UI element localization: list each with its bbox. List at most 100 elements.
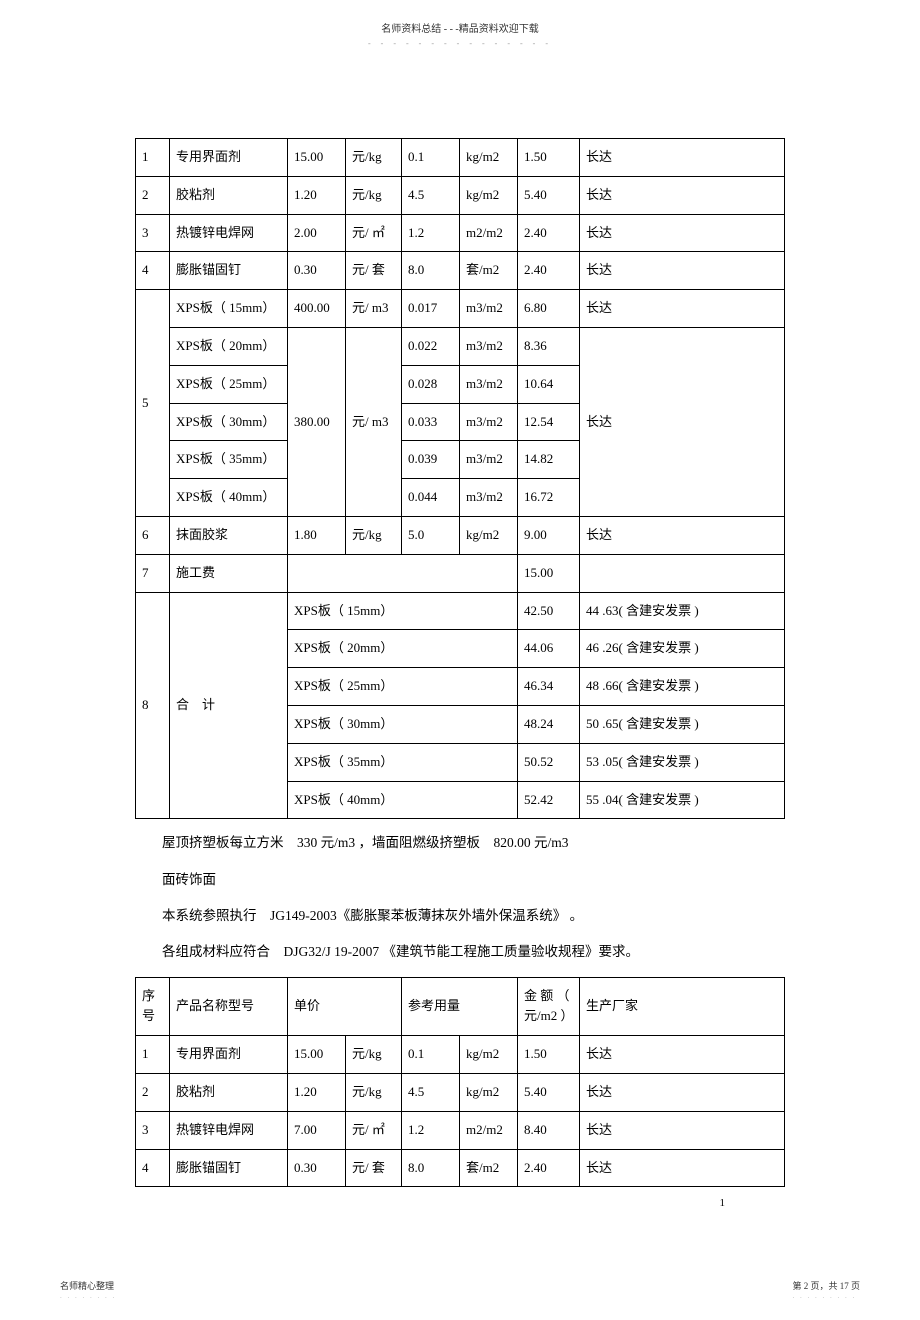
table-cell: 1 xyxy=(136,1036,170,1074)
table-cell: 生产厂家 xyxy=(580,977,785,1036)
table-cell: 热镀锌电焊网 xyxy=(170,214,288,252)
table-cell: 长达 xyxy=(580,214,785,252)
table-cell: 8.0 xyxy=(402,1149,460,1187)
table-cell: 长达 xyxy=(580,1036,785,1074)
table-cell: m3/m2 xyxy=(460,327,518,365)
table-cell: 8.40 xyxy=(518,1111,580,1149)
materials-table-2: 序号产品名称型号单价参考用量金 额 （ 元/m2 ）生产厂家1专用界面剂15.0… xyxy=(135,977,785,1188)
table-cell: m3/m2 xyxy=(460,441,518,479)
table-cell: 长达 xyxy=(580,1149,785,1187)
table-cell: m2/m2 xyxy=(460,1111,518,1149)
table-cell: XPS板（ 25mm） xyxy=(288,668,518,706)
table-row: 5XPS板（ 15mm）400.00元/ m30.017m3/m26.80长达 xyxy=(136,290,785,328)
table-cell: 1.50 xyxy=(518,139,580,177)
table-cell: XPS板（ 15mm） xyxy=(288,592,518,630)
table-cell: 长达 xyxy=(580,1073,785,1111)
footer-left-dots: . . . . . . . . xyxy=(60,1292,116,1300)
table-cell: 5 xyxy=(136,290,170,517)
table-cell: 15.00 xyxy=(288,139,346,177)
table-cell: 膨胀锚固钉 xyxy=(170,1149,288,1187)
table-cell: 抹面胶浆 xyxy=(170,516,288,554)
table-cell: 长达 xyxy=(580,176,785,214)
table-cell: 44.06 xyxy=(518,630,580,668)
table-cell: 胶粘剂 xyxy=(170,176,288,214)
table-cell: 6.80 xyxy=(518,290,580,328)
table-cell: XPS板（ 40mm） xyxy=(288,781,518,819)
table-cell: 1.20 xyxy=(288,176,346,214)
table-row: 3热镀锌电焊网7.00元/ ㎡1.2m2/m28.40长达 xyxy=(136,1111,785,1149)
table-cell: m3/m2 xyxy=(460,290,518,328)
table-row: 序号产品名称型号单价参考用量金 额 （ 元/m2 ）生产厂家 xyxy=(136,977,785,1036)
table-cell: 55 .04( 含建安发票 ) xyxy=(580,781,785,819)
table-cell: 套/m2 xyxy=(460,252,518,290)
page-header: 名师资料总结 - - -精品资料欢迎下载 xyxy=(0,20,920,35)
table-cell: 15.00 xyxy=(288,1036,346,1074)
table-cell: 胶粘剂 xyxy=(170,1073,288,1111)
table-cell: 2.00 xyxy=(288,214,346,252)
table-cell: 400.00 xyxy=(288,290,346,328)
table-row: 8合 计XPS板（ 15mm）42.5044 .63( 含建安发票 ) xyxy=(136,592,785,630)
table-cell: 元/ ㎡ xyxy=(346,1111,402,1149)
paragraph: 面砖饰面 xyxy=(135,868,785,892)
footer-right-dots: . . . . . . . . . xyxy=(792,1292,860,1300)
table-cell: 元/ 套 xyxy=(346,252,402,290)
page-footer: 名师精心整理 . . . . . . . . 第 2 页，共 17 页 . . … xyxy=(0,1279,920,1300)
table-cell: 单价 xyxy=(288,977,402,1036)
table-cell: 4 xyxy=(136,1149,170,1187)
table-cell: 8 xyxy=(136,592,170,819)
table-cell: 16.72 xyxy=(518,479,580,517)
table-cell: 10.64 xyxy=(518,365,580,403)
table-row: 2胶粘剂1.20元/kg4.5kg/m25.40长达 xyxy=(136,1073,785,1111)
paragraph: 屋顶挤塑板每立方米 330 元/m3 ，墙面阻燃级挤塑板 820.00 元/m3 xyxy=(135,831,785,855)
table-cell: 1.2 xyxy=(402,214,460,252)
footer-right: 第 2 页，共 17 页 xyxy=(792,1279,860,1292)
table-cell: 产品名称型号 xyxy=(170,977,288,1036)
table-cell: 48.24 xyxy=(518,705,580,743)
table-cell: 2.40 xyxy=(518,1149,580,1187)
table-cell: 380.00 xyxy=(288,327,346,516)
table-cell: 元/ m3 xyxy=(346,290,402,328)
table-cell: 长达 xyxy=(580,516,785,554)
table-cell: 7.00 xyxy=(288,1111,346,1149)
table-cell: 46 .26( 含建安发票 ) xyxy=(580,630,785,668)
table-cell: 0.033 xyxy=(402,403,460,441)
inner-page-number: 1 xyxy=(135,1197,785,1209)
table-cell: 0.017 xyxy=(402,290,460,328)
table-cell: 3 xyxy=(136,214,170,252)
table-cell: kg/m2 xyxy=(460,516,518,554)
table-cell: 专用界面剂 xyxy=(170,139,288,177)
table-cell: 0.30 xyxy=(288,1149,346,1187)
table-cell: 50.52 xyxy=(518,743,580,781)
table-cell: 元/ m3 xyxy=(346,327,402,516)
paragraph: 本系统参照执行 JG149-2003《膨胀聚苯板薄抹灰外墙外保温系统》 。 xyxy=(135,904,785,928)
table-cell: 8.0 xyxy=(402,252,460,290)
table-cell: 0.1 xyxy=(402,1036,460,1074)
table-row: 2胶粘剂1.20元/kg4.5kg/m25.40长达 xyxy=(136,176,785,214)
table-cell: 5.40 xyxy=(518,176,580,214)
table-cell: XPS板（ 15mm） xyxy=(170,290,288,328)
table-cell: kg/m2 xyxy=(460,1073,518,1111)
table-cell: 3 xyxy=(136,1111,170,1149)
table-cell: 长达 xyxy=(580,252,785,290)
table-cell: 专用界面剂 xyxy=(170,1036,288,1074)
table-cell: XPS板（ 30mm） xyxy=(288,705,518,743)
table-cell: 4 xyxy=(136,252,170,290)
table-cell: 1.20 xyxy=(288,1073,346,1111)
table-row: XPS板（ 20mm）380.00元/ m30.022m3/m28.36长达 xyxy=(136,327,785,365)
table-cell: m3/m2 xyxy=(460,403,518,441)
table-cell: 序号 xyxy=(136,977,170,1036)
table-cell: 2 xyxy=(136,1073,170,1111)
table-cell: 1 xyxy=(136,139,170,177)
table-cell: 2.40 xyxy=(518,214,580,252)
table-row: 6抹面胶浆1.80元/kg5.0kg/m29.00长达 xyxy=(136,516,785,554)
materials-table-1: 1专用界面剂15.00元/kg0.1kg/m21.50长达2胶粘剂1.20元/k… xyxy=(135,138,785,819)
table-cell xyxy=(580,554,785,592)
table-cell: 0.30 xyxy=(288,252,346,290)
page-content: 1专用界面剂15.00元/kg0.1kg/m21.50长达2胶粘剂1.20元/k… xyxy=(0,138,920,1209)
table-cell: 元/kg xyxy=(346,176,402,214)
table-cell: 1.80 xyxy=(288,516,346,554)
table-cell xyxy=(288,554,518,592)
table-cell: 元/ 套 xyxy=(346,1149,402,1187)
footer-left: 名师精心整理 xyxy=(60,1279,116,1292)
table-cell: 元/kg xyxy=(346,1073,402,1111)
